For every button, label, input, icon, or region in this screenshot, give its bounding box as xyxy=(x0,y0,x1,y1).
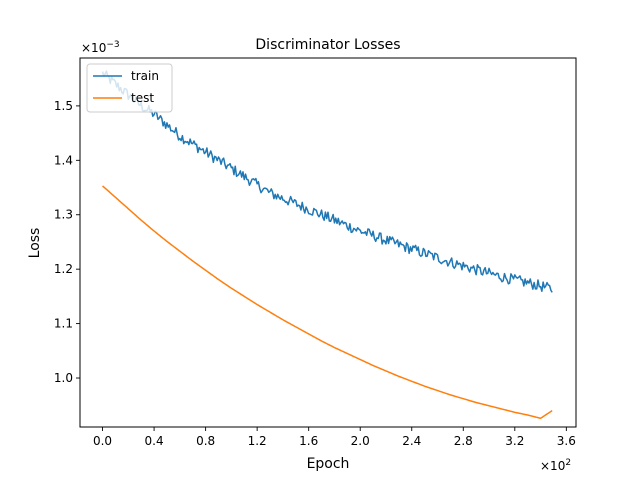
y-scale-multiplier: ×10−3 xyxy=(81,40,120,55)
plot-border xyxy=(79,57,577,428)
x-tick-label: 1.2 xyxy=(248,434,267,448)
y-tick-label: 1.3 xyxy=(54,208,73,222)
legend-label-test: test xyxy=(131,91,154,105)
y-tick-label: 1.5 xyxy=(54,99,73,113)
chart-title: Discriminator Losses xyxy=(255,37,400,53)
x-tick-label: 1.6 xyxy=(299,434,318,448)
series-line-test xyxy=(102,185,553,420)
series-line-train xyxy=(101,70,553,293)
x-axis: 0.0 0.4 0.8 1.2 1.6 2.0 2.4 2.8 3.2 3.6 xyxy=(93,427,576,448)
x-axis-title: Epoch xyxy=(307,456,350,472)
x-scale-base: ×10 xyxy=(540,459,565,473)
x-tick-label: 0.8 xyxy=(196,434,215,448)
y-tick-label: 1.1 xyxy=(54,317,73,331)
y-scale-exponent: −3 xyxy=(106,40,119,50)
series-layer xyxy=(101,70,553,420)
x-tick-label: 3.2 xyxy=(505,434,524,448)
x-tick-label: 0.0 xyxy=(93,434,112,448)
x-tick-label: 2.8 xyxy=(454,434,473,448)
y-scale-base: ×10 xyxy=(81,41,106,55)
y-axis: 1.0 1.1 1.2 1.3 1.4 1.5 xyxy=(54,99,80,385)
legend: train test xyxy=(86,63,173,113)
legend-label-train: train xyxy=(131,69,159,83)
x-tick-label: 2.0 xyxy=(351,434,370,448)
x-scale-multiplier: ×102 xyxy=(540,458,571,473)
y-tick-label: 1.0 xyxy=(54,371,73,385)
y-tick-label: 1.4 xyxy=(54,153,73,167)
x-tick-label: 2.4 xyxy=(402,434,421,448)
y-tick-label: 1.2 xyxy=(54,262,73,276)
x-scale-exponent: 2 xyxy=(565,458,571,468)
x-tick-label: 3.6 xyxy=(557,434,576,448)
plot-area xyxy=(79,57,577,428)
x-tick-label: 0.4 xyxy=(145,434,164,448)
y-axis-title: Loss xyxy=(27,228,43,259)
legend-box xyxy=(86,63,173,113)
